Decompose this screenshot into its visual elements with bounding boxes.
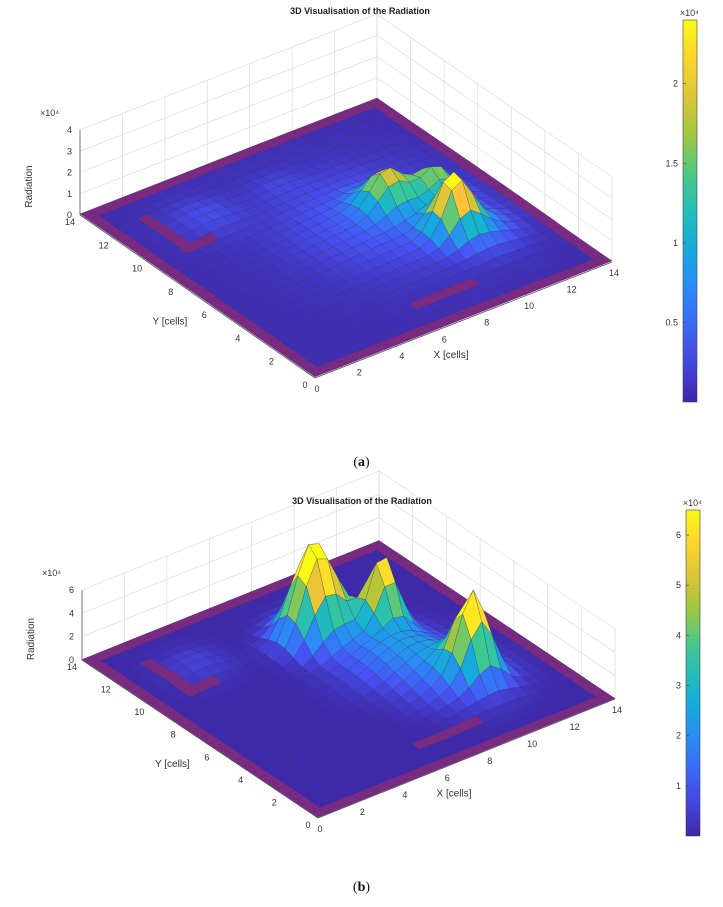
y-tick-label: 4 — [235, 333, 240, 343]
caption-b-label: b — [357, 880, 366, 895]
x-axis-label: X [cells] — [437, 789, 472, 800]
z-tick-label: 3 — [67, 146, 72, 156]
y-axis-line — [81, 659, 319, 819]
x-tick-label: 14 — [609, 268, 619, 278]
colorbar-tick-label: 1 — [676, 781, 681, 791]
x-tick-label: 14 — [612, 705, 622, 715]
x-tick-label: 10 — [527, 739, 537, 749]
caption-a-label: a — [358, 455, 365, 470]
x-axis-line — [317, 698, 616, 819]
radiation-surface-chart-b: 0 2 4 6 8 10 12 14 0 2 4 6 8 10 12 14 0 2 4 6 ×10⁴ X [cells] Y… — [0, 450, 723, 907]
wall-grid-z — [79, 13, 613, 178]
surface-cell — [309, 807, 329, 818]
wall-grid-z — [81, 470, 616, 630]
chart-title: 3D Visualisation of the Radiation — [292, 496, 432, 506]
colorbar-tick-label: 1.5 — [665, 158, 678, 168]
colorbar-tick-label: 3 — [676, 681, 681, 691]
colorbar — [682, 19, 698, 403]
wall-grid-z — [81, 517, 616, 676]
x-tick-label: 4 — [399, 351, 404, 361]
y-tick-label: 6 — [202, 310, 207, 320]
wall-grid-z — [79, 77, 613, 242]
axes — [81, 590, 616, 819]
caption-a: (a) — [353, 455, 370, 470]
caption-b: (b) — [352, 880, 371, 895]
z-tick-label: 2 — [67, 168, 72, 178]
colorbar-tick-label: 1 — [673, 238, 678, 248]
x-tick-label: 2 — [360, 807, 365, 817]
y-tick-label: 10 — [134, 707, 144, 717]
y-tick-label: 0 — [305, 820, 310, 830]
y-axis-line — [79, 214, 316, 379]
chart-title: 3D Visualisation of the Radiation — [290, 6, 430, 16]
y-tick-label: 12 — [101, 685, 111, 695]
x-tick-label: 12 — [570, 722, 580, 732]
surface-cell — [306, 366, 326, 378]
colorbar — [685, 509, 701, 837]
y-tick-label: 12 — [99, 240, 109, 250]
z-tick-label: 2 — [69, 632, 74, 642]
colorbar-tick-label: 2 — [673, 79, 678, 89]
z-axis-label: Radiation — [26, 618, 37, 660]
x-tick-label: 12 — [567, 285, 577, 295]
wall-grid-z — [79, 34, 613, 199]
wall-grid-z — [81, 493, 616, 653]
y-tick-label: 10 — [132, 264, 142, 274]
colorbar-tick-label: 2 — [676, 731, 681, 741]
z-tick-label: 0 — [69, 655, 74, 665]
y-tick-label: 4 — [238, 775, 243, 785]
z-tick-label: 1 — [67, 189, 72, 199]
colorbar-tick-label: 0.5 — [665, 317, 678, 327]
z-tick-label: 4 — [67, 125, 72, 135]
x-tick-label: 0 — [314, 384, 319, 394]
y-tick-label: 14 — [67, 662, 77, 672]
wall-grid-z — [79, 56, 613, 220]
radiation-surface-chart-a: 0 2 4 6 8 10 12 14 0 2 4 6 8 10 12 14 0 1 2 3 4 ×10⁴ X [cells]… — [0, 0, 723, 470]
x-tick-label: 6 — [445, 773, 450, 783]
y-axis-label: Y [cells] — [153, 317, 188, 328]
axes — [79, 130, 613, 379]
colorbar-tick-label: 6 — [676, 530, 681, 540]
radiation-surface — [81, 540, 616, 818]
z-tick-label: 0 — [67, 210, 72, 220]
y-tick-label: 14 — [65, 217, 75, 227]
z-exponent-label: ×10⁴ — [40, 108, 59, 118]
x-tick-label: 8 — [487, 756, 492, 766]
x-tick-label: 6 — [442, 334, 447, 344]
radiation-surface — [79, 97, 613, 378]
y-tick-label: 0 — [302, 380, 307, 390]
y-axis-label: Y [cells] — [155, 759, 190, 770]
x-tick-label: 4 — [402, 790, 407, 800]
x-tick-label: 10 — [524, 301, 534, 311]
z-axis-label: Radiation — [24, 165, 35, 207]
x-tick-label: 0 — [317, 824, 322, 834]
y-tick-label: 8 — [168, 287, 173, 297]
colorbar-exponent-label: ×10⁴ — [683, 498, 702, 508]
x-tick-label: 8 — [484, 318, 489, 328]
y-tick-label: 2 — [272, 797, 277, 807]
colorbar-exponent-label: ×10⁴ — [680, 8, 699, 18]
y-tick-label: 6 — [204, 752, 209, 762]
z-exponent-label: ×10⁴ — [42, 568, 61, 578]
x-axis-label: X [cells] — [434, 350, 469, 361]
z-tick-label: 6 — [69, 585, 74, 595]
y-tick-label: 2 — [269, 357, 274, 367]
x-axis-line — [314, 261, 613, 379]
y-tick-label: 8 — [171, 730, 176, 740]
colorbar-tick-label: 4 — [676, 630, 681, 640]
colorbar-tick-label: 5 — [676, 580, 681, 590]
x-tick-label: 2 — [357, 367, 362, 377]
z-tick-label: 4 — [69, 608, 74, 618]
